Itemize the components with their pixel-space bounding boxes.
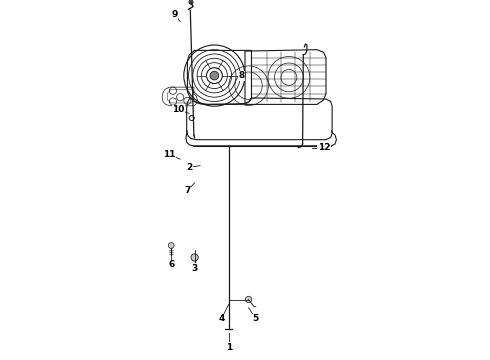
Circle shape — [189, 0, 193, 4]
Circle shape — [191, 254, 198, 261]
Text: 8: 8 — [238, 71, 245, 80]
Text: 4: 4 — [219, 314, 225, 323]
Text: 11: 11 — [163, 150, 175, 159]
Circle shape — [169, 243, 174, 248]
Circle shape — [245, 296, 252, 303]
Text: 2: 2 — [186, 163, 192, 172]
Text: 5: 5 — [253, 314, 259, 323]
Text: 6: 6 — [168, 260, 174, 269]
Text: 10: 10 — [172, 105, 185, 114]
Text: 9: 9 — [172, 10, 178, 19]
Text: 7: 7 — [184, 186, 191, 195]
Text: 3: 3 — [192, 264, 198, 273]
Text: 12: 12 — [318, 143, 330, 152]
Circle shape — [210, 71, 219, 80]
Text: 1: 1 — [226, 343, 232, 352]
